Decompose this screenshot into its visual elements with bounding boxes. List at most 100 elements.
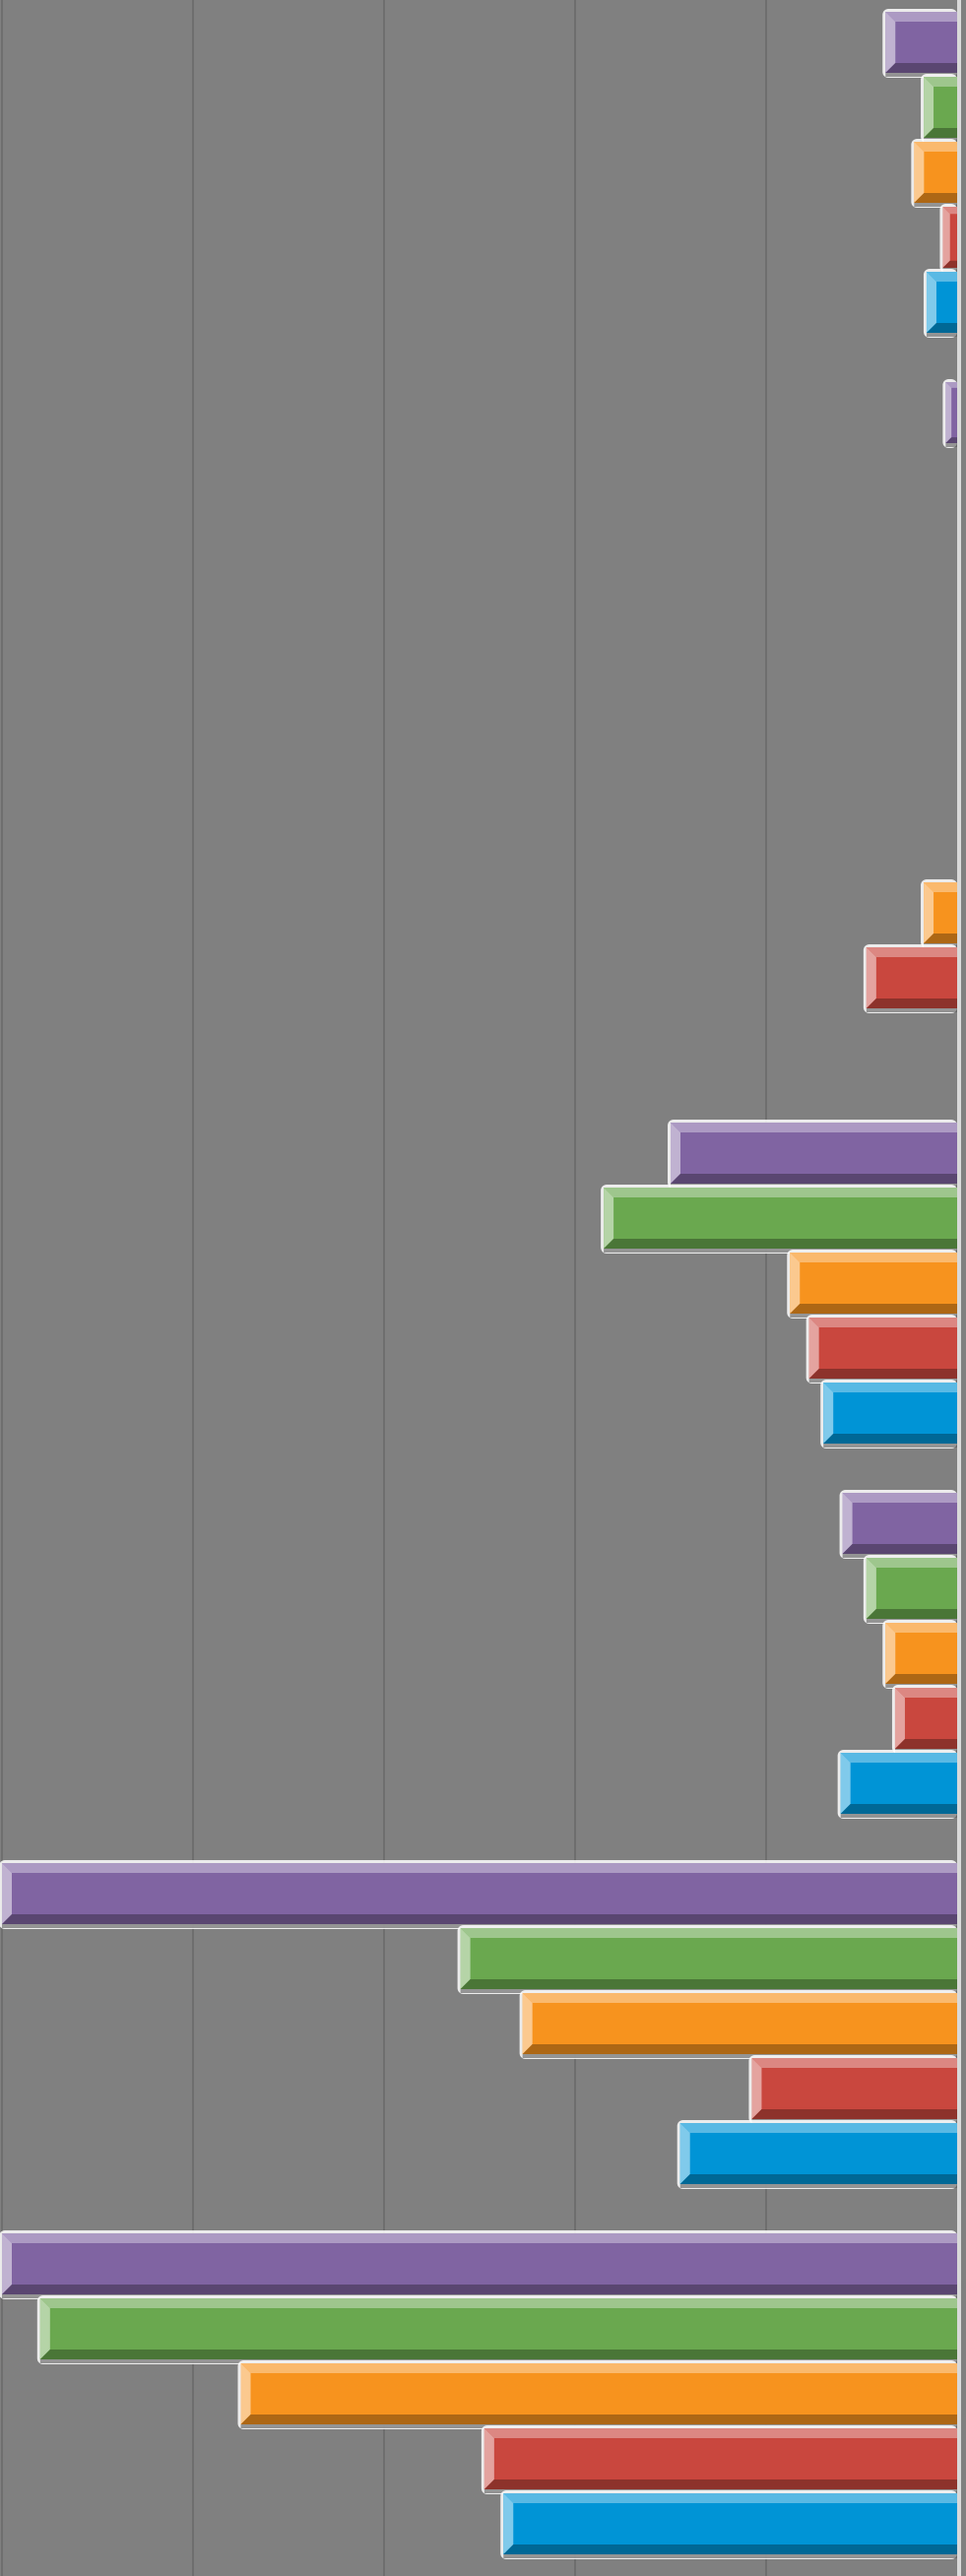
- bar-body: [866, 947, 957, 1008]
- bar-shadow: [823, 1442, 957, 1448]
- bar-body: [2, 2233, 957, 2294]
- bar-bevel-bottom: [503, 2544, 957, 2554]
- bar: [36, 2295, 958, 2364]
- bar-body: [866, 1558, 957, 1619]
- bar-bevel-top: [503, 2493, 957, 2503]
- bar-bevel-top: [866, 947, 957, 957]
- bar-shadow: [945, 441, 957, 447]
- bar-bevel-left: [240, 2363, 251, 2424]
- bar-bevel-left: [914, 142, 925, 203]
- gridlines: [1, 0, 767, 2576]
- bar-bevel-left: [790, 1253, 801, 1314]
- bar-bevel-left: [942, 207, 950, 268]
- bar: [481, 2425, 957, 2494]
- bar-bevel-bottom: [604, 1239, 957, 1249]
- bar: [939, 204, 957, 273]
- bar-bevel-bottom: [885, 63, 957, 73]
- bar-bevel-left: [2, 2233, 12, 2294]
- bar-bevel-bottom: [924, 934, 957, 943]
- bar-bevel-bottom: [894, 1739, 957, 1749]
- bar-body: [503, 2493, 957, 2554]
- bar-bevel-bottom: [840, 1804, 957, 1814]
- bars: [0, 9, 958, 2559]
- bar-shadow: [840, 1812, 957, 1818]
- bar-bevel-left: [671, 1123, 680, 1184]
- bar: [882, 9, 957, 78]
- bar-body: [808, 1318, 957, 1379]
- bar-bevel-bottom: [39, 2350, 958, 2359]
- bar: [839, 1490, 957, 1559]
- bar-bevel-left: [604, 1188, 614, 1249]
- bar-bevel-left: [924, 882, 934, 943]
- bar-bevel-top: [604, 1188, 957, 1197]
- bar-bevel-left: [866, 1558, 876, 1619]
- bar-bevel-bottom: [679, 2174, 957, 2184]
- bar: [519, 1990, 957, 2059]
- bar-bevel-top: [924, 882, 957, 892]
- bar-bevel-bottom: [751, 2109, 957, 2119]
- bar: [921, 74, 957, 143]
- bar: [0, 2230, 957, 2299]
- bar-body: [823, 1383, 957, 1444]
- bar-bevel-bottom: [240, 2415, 957, 2424]
- bar-bevel-left: [483, 2428, 494, 2489]
- bar-bevel-top: [945, 382, 957, 388]
- bar-bevel-top: [2, 2233, 957, 2243]
- bar-body: [604, 1188, 957, 1249]
- bar: [863, 944, 957, 1013]
- bar-bevel-left: [679, 2123, 690, 2184]
- bar: [805, 1315, 957, 1384]
- bar-bevel-bottom: [790, 1304, 957, 1314]
- bar-bevel-top: [924, 77, 957, 87]
- bar-bevel-top: [460, 1928, 957, 1938]
- bar-bevel-top: [823, 1383, 957, 1392]
- bar: [837, 1750, 957, 1819]
- bar-bevel-bottom: [460, 1979, 957, 1989]
- bar-bevel-top: [2, 1863, 957, 1873]
- bar-bevel-top: [679, 2123, 957, 2133]
- bar-bevel-top: [894, 1688, 957, 1698]
- bar-bevel-bottom: [823, 1434, 957, 1444]
- bar-body: [522, 1993, 957, 2054]
- bar-bevel-bottom: [924, 128, 957, 138]
- bar: [882, 1620, 957, 1689]
- bar-shadow: [604, 1247, 957, 1253]
- bar-bevel-top: [840, 1753, 957, 1763]
- bar-bevel-top: [914, 142, 957, 152]
- bar-bevel-top: [885, 1623, 957, 1633]
- bar-shadow: [866, 1006, 957, 1012]
- bar-bevel-bottom: [866, 998, 957, 1008]
- bar-bevel-left: [751, 2058, 762, 2119]
- bar-bevel-left: [2, 1863, 12, 1924]
- bar-bevel-left: [823, 1383, 834, 1444]
- bar-body: [39, 2298, 958, 2359]
- bar-body: [790, 1253, 957, 1314]
- bar: [891, 1685, 957, 1754]
- bar-shadow: [522, 2052, 957, 2058]
- bar-bevel-top: [866, 1558, 957, 1568]
- bar-bevel-top: [808, 1318, 957, 1327]
- bar-shadow: [914, 201, 957, 207]
- bar-bevel-bottom: [808, 1369, 957, 1379]
- bar-bevel-bottom: [885, 1674, 957, 1684]
- bar: [457, 1925, 957, 1994]
- bar-body: [240, 2363, 957, 2424]
- bar-bevel-left: [460, 1928, 471, 1989]
- bar: [676, 2120, 957, 2189]
- bar-bevel-top: [483, 2428, 957, 2438]
- bar: [500, 2490, 957, 2559]
- bar-body: [679, 2123, 957, 2184]
- bar-bevel-bottom: [914, 193, 957, 203]
- bar-shadow: [885, 71, 957, 77]
- bar-body: [840, 1753, 957, 1814]
- bar: [923, 269, 957, 338]
- bar-body: [460, 1928, 957, 1989]
- bar-bevel-top: [926, 272, 957, 282]
- bar: [748, 2055, 957, 2124]
- bar-bevel-bottom: [866, 1609, 957, 1619]
- bar-body: [885, 1623, 957, 1684]
- bar-body: [671, 1123, 957, 1184]
- bar-bevel-bottom: [483, 2479, 957, 2489]
- bar-body: [2, 1863, 957, 1924]
